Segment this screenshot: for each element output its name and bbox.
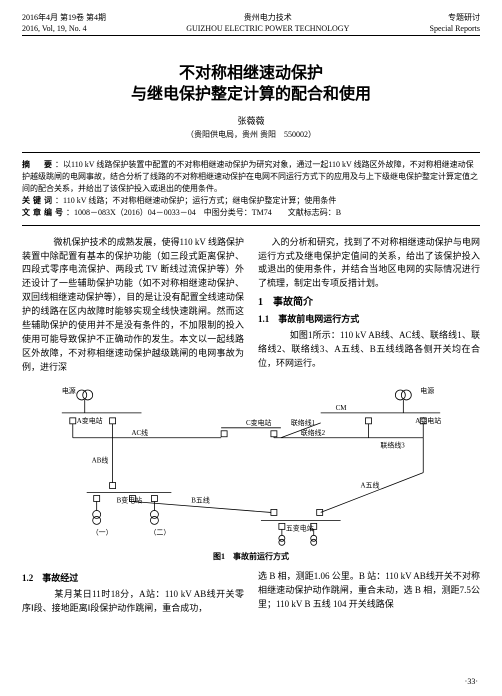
svg-text:五变电站: 五变电站 (286, 523, 314, 532)
keywords-text: ：110 kV 线路；不对称相继速动保护；运行方式；继电保护整定计算；使用条件 (55, 196, 336, 205)
header-left: 2016年4月 第19卷 第4期 2016, Vol, 19, No. 4 (22, 12, 106, 33)
svg-text:（一）: （一） (92, 528, 113, 536)
keywords-label: 关键词 (22, 196, 55, 205)
title-block: 不对称相继速动保护 与继电保护整定计算的配合和使用 张薇薇 （贵阳供电局，贵州 … (22, 64, 480, 140)
figure-1: 电源 电源 A变电站 A变电站 AC线 C变电站 联络线2 (22, 383, 480, 562)
bottom-columns: 1.2 事故经过 某月某日11时18分，A站：110 kV AB线开关零序Ⅰ段、… (22, 570, 480, 616)
header-center: 贵州电力技术 GUIZHOU ELECTRIC POWER TECHNOLOGY (186, 12, 349, 33)
abstract-label: 摘 要 (22, 160, 55, 169)
author-name: 张薇薇 (22, 114, 480, 127)
svg-text:电源: 电源 (62, 386, 76, 395)
classification-text: ：1008－083X（2016）04－0033－04 中图分类号：TM74 文献… (66, 208, 341, 217)
header-right: 专题研讨 Special Reports (430, 12, 480, 33)
left-column: 微机保护技术的成熟发展，使得110 kV 线路保护装置中除配置有基本的保护功能（… (22, 236, 244, 375)
svg-text:CM: CM (336, 404, 347, 412)
svg-text:（二）: （二） (149, 528, 170, 536)
article-title-line1: 不对称相继速动保护 (22, 64, 480, 85)
intro-paragraph: 微机保护技术的成熟发展，使得110 kV 线路保护装置中除配置有基本的保护功能（… (22, 236, 244, 375)
header-date-cn: 2016年4月 第19卷 第4期 (22, 12, 106, 23)
svg-text:AB线: AB线 (92, 456, 109, 465)
journal-name-en: GUIZHOU ELECTRIC POWER TECHNOLOGY (186, 24, 349, 33)
right-bottom-text: 选 B 相，测距1.06 公里。B 站：110 kV AB线开关不对称相继速动保… (258, 570, 480, 612)
keywords-row: 关键词：110 kV 线路；不对称相继速动保护；运行方式；继电保护整定计算；使用… (22, 195, 480, 207)
left-bottom-column: 1.2 事故经过 某月某日11时18分，A站：110 kV AB线开关零序Ⅰ段、… (22, 570, 244, 616)
svg-text:A变电站: A变电站 (415, 416, 441, 425)
section-1-1-heading: 1.1 事故前电网运行方式 (258, 313, 480, 327)
svg-text:A五线: A五线 (361, 481, 380, 490)
page-header: 2016年4月 第19卷 第4期 2016, Vol, 19, No. 4 贵州… (22, 12, 480, 36)
section-name-en: Special Reports (430, 24, 480, 33)
svg-text:B五线: B五线 (191, 495, 210, 504)
page-number: ·33· (465, 677, 478, 686)
intro-continuation: 入的分析和研究，找到了不对称相继速动保护与电网运行方式及继电保护定值间的关系，给… (258, 236, 480, 292)
circuit-diagram: 电源 电源 A变电站 A变电站 AC线 C变电站 联络线2 (22, 383, 480, 547)
svg-text:联络线1: 联络线1 (291, 418, 316, 427)
body-columns: 微机保护技术的成熟发展，使得110 kV 线路保护装置中除配置有基本的保护功能（… (22, 236, 480, 375)
journal-name-cn: 贵州电力技术 (186, 12, 349, 23)
svg-text:电源: 电源 (420, 386, 434, 395)
section-1-1-text: 如图1所示：110 kV AB线、AC线、联络线1、联络线2、联络线3、A五线、… (258, 329, 480, 371)
author-affiliation: （贵阳供电局，贵州 贵阳 550002） (22, 129, 480, 140)
section-name-cn: 专题研讨 (430, 12, 480, 23)
right-column: 入的分析和研究，找到了不对称相继速动保护与电网运行方式及继电保护定值间的关系，给… (258, 236, 480, 375)
classification-row: 文章编号：1008－083X（2016）04－0033－04 中图分类号：TM7… (22, 207, 480, 219)
section-1-heading: 1 事故简介 (258, 295, 480, 311)
svg-text:联络线3: 联络线3 (380, 441, 405, 450)
svg-text:A变电站: A变电站 (77, 416, 103, 425)
article-title-line2: 与继电保护整定计算的配合和使用 (22, 85, 480, 106)
abstract-row: 摘 要：以110 kV 线路保护装置中配置的不对称相继速动保护为研究对象，通过一… (22, 159, 480, 195)
abstract-text: ：以110 kV 线路保护装置中配置的不对称相继速动保护为研究对象，通过一起11… (22, 160, 478, 193)
figure-1-caption: 图1 事故前运行方式 (22, 551, 480, 562)
article-id-label: 文章编号 (22, 208, 66, 217)
section-1-2-text: 某月某日11时18分，A站：110 kV AB线开关零序Ⅰ段、接地距离Ⅰ段保护动… (22, 588, 244, 616)
svg-text:C变电站: C变电站 (246, 418, 272, 427)
svg-text:AC线: AC线 (132, 428, 149, 437)
abstract-block: 摘 要：以110 kV 线路保护装置中配置的不对称相继速动保护为研究对象，通过一… (22, 152, 480, 226)
right-bottom-column: 选 B 相，测距1.06 公里。B 站：110 kV AB线开关不对称相继速动保… (258, 570, 480, 616)
header-date-en: 2016, Vol, 19, No. 4 (22, 24, 106, 33)
section-1-2-heading: 1.2 事故经过 (22, 572, 244, 586)
